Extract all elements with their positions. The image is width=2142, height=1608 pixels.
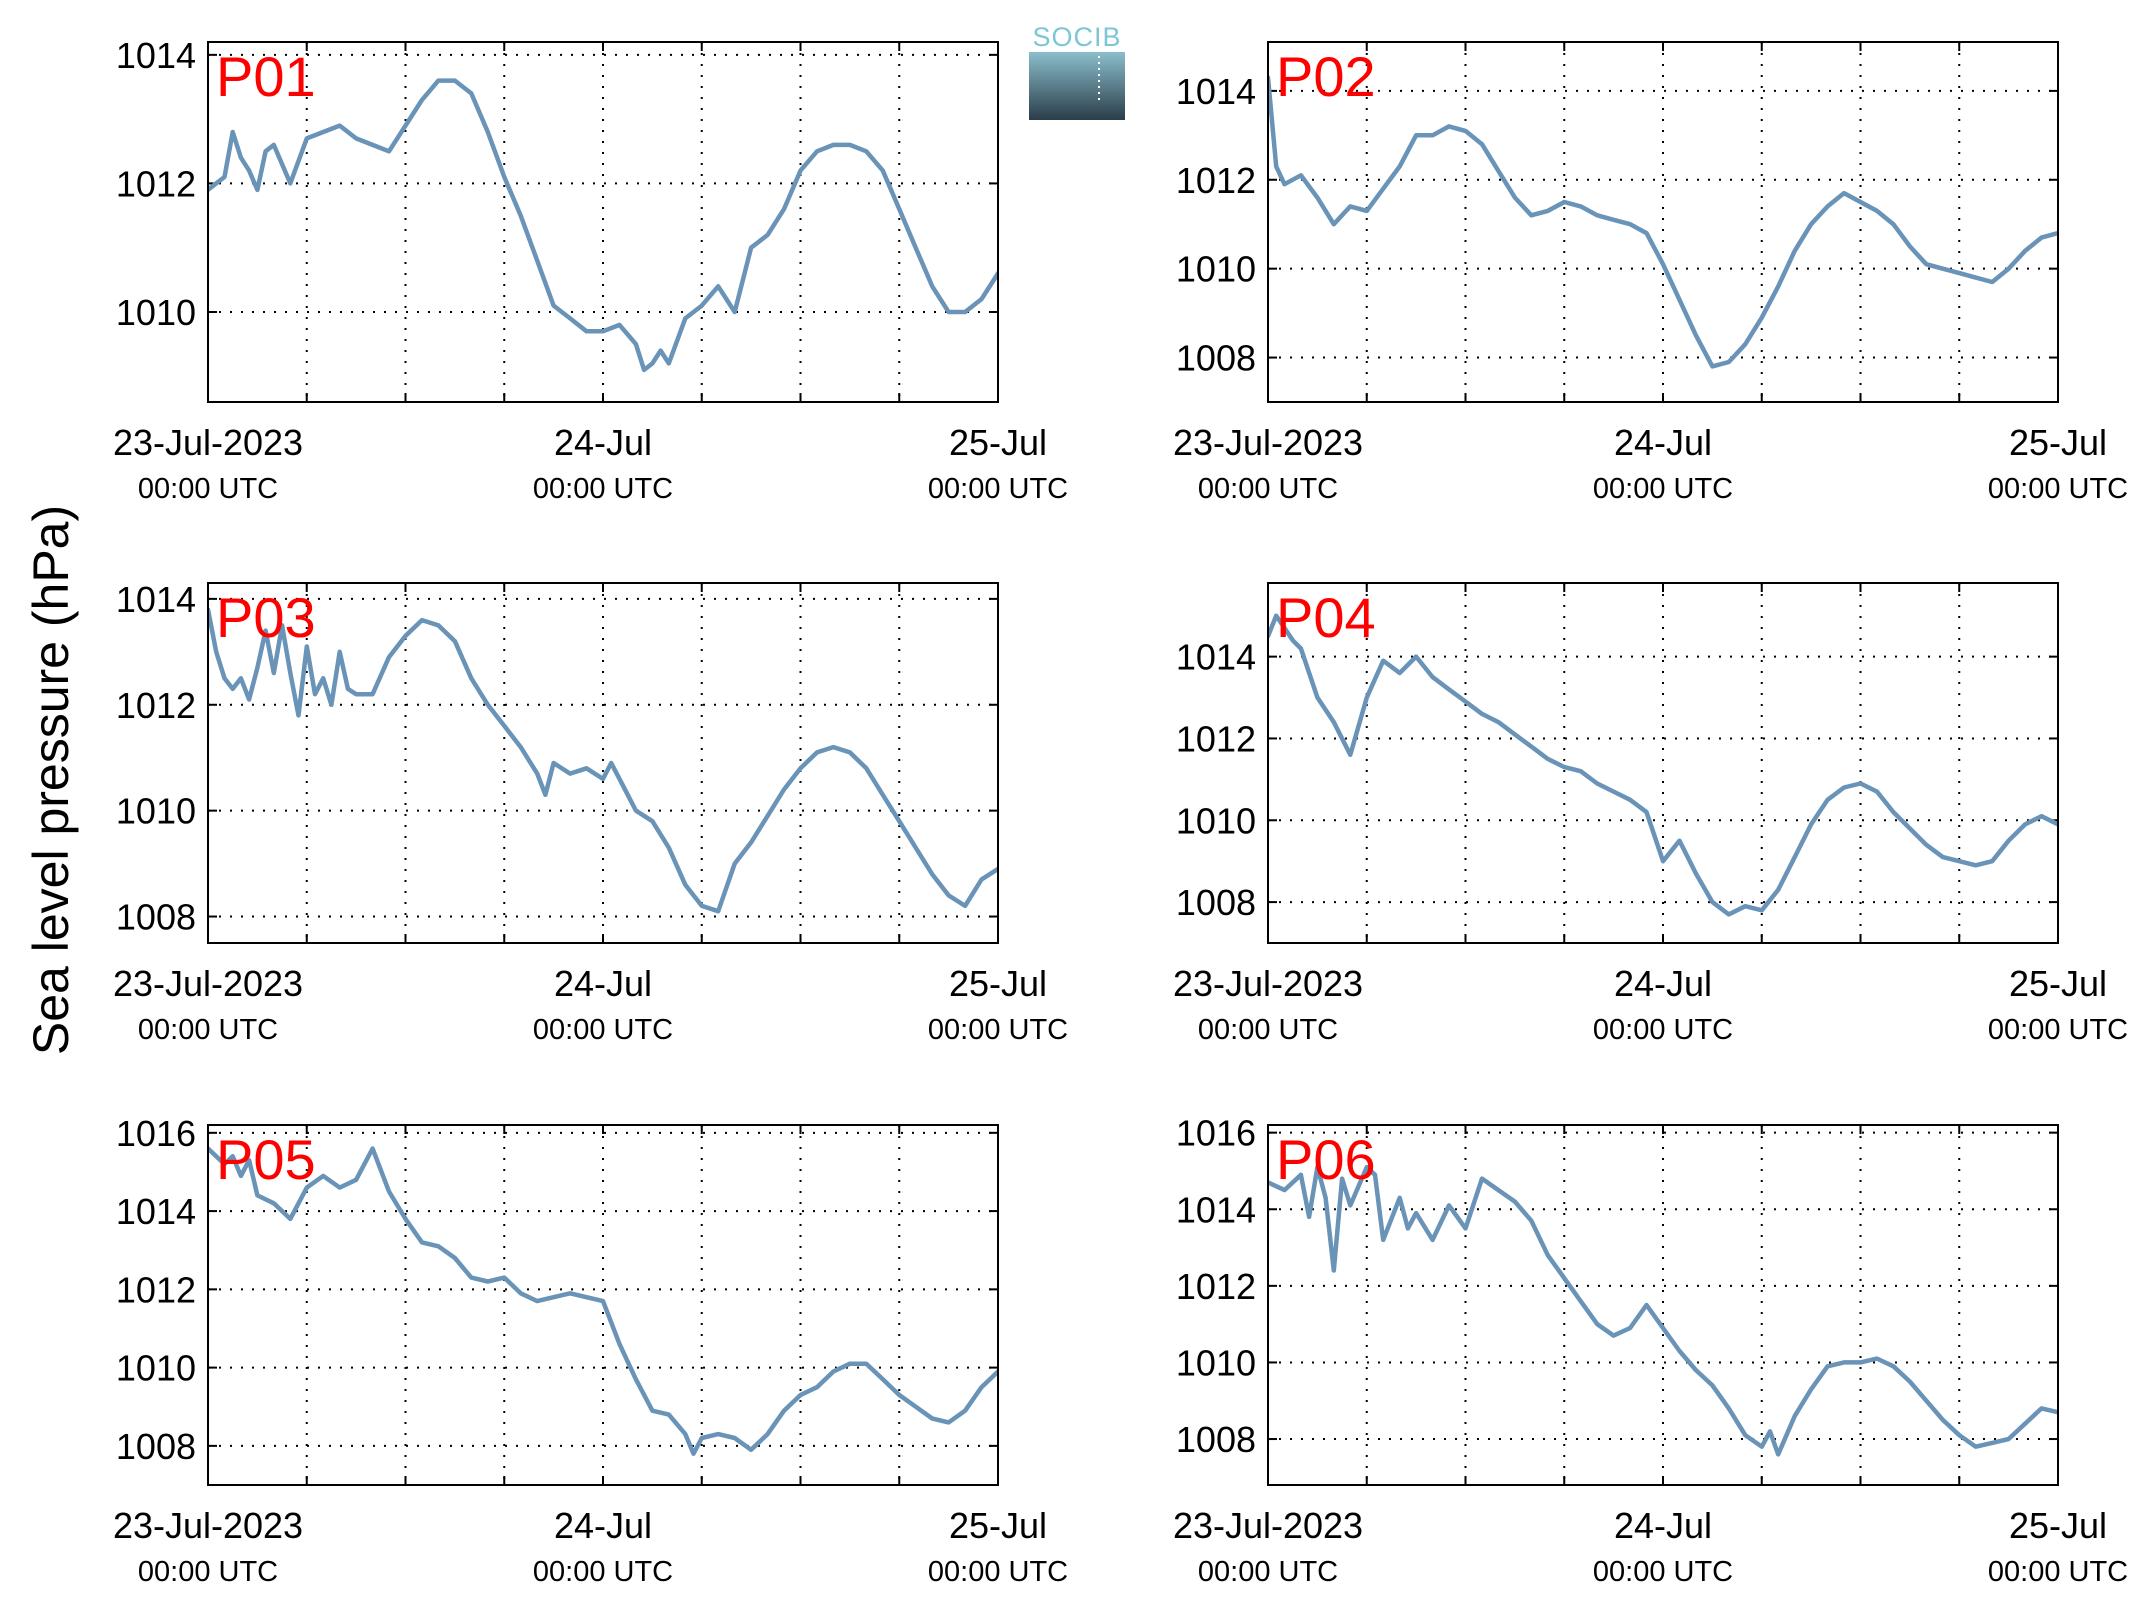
- x-tick-sublabel: 00:00 UTC: [533, 1014, 673, 1046]
- y-tick-label: 1008: [116, 1426, 196, 1467]
- y-tick-label: 1010: [1176, 249, 1256, 290]
- panel-p01: 1010 1012 1014 23-Jul-2023 00:00 UTC 24-Jul 00…: [113, 35, 1068, 505]
- panel-p05: 1008 1010 1012 1014 1016 23-Jul-2023 00:00 UTC…: [113, 1113, 1068, 1588]
- y-tick-label: 1014: [116, 35, 196, 76]
- panel-p03: 1008 1010 1012 1014 23-Jul-2023 00:00 UTC 24-J…: [113, 579, 1068, 1046]
- x-tick-label: 25-Jul: [2009, 963, 2107, 1004]
- series-line-p05: [208, 1146, 998, 1456]
- x-tick-sublabel: 00:00 UTC: [1593, 1556, 1733, 1588]
- y-tick-label: 1014: [1176, 71, 1256, 112]
- y-tick-label: 1008: [1176, 1419, 1256, 1460]
- y-tick-label: 1014: [1176, 1189, 1256, 1230]
- x-tick-sublabel: 00:00 UTC: [1593, 473, 1733, 505]
- y-tick-label: 1014: [1176, 637, 1256, 678]
- y-tick-label: 1016: [116, 1113, 196, 1154]
- x-tick-label: 25-Jul: [949, 1505, 1047, 1546]
- x-tick-label: 25-Jul: [2009, 422, 2107, 463]
- x-tick-sublabel: 00:00 UTC: [1198, 1556, 1338, 1588]
- y-tick-label: 1010: [116, 791, 196, 832]
- x-tick-label: 23-Jul-2023: [1173, 422, 1363, 463]
- panel-p02: 1008 1010 1012 1014 23-Jul-2023 00:00 UTC 24-J…: [1173, 41, 2128, 505]
- x-tick-label: 25-Jul: [949, 422, 1047, 463]
- panel-label-p02: P02: [1276, 45, 1376, 108]
- x-tick-label: 25-Jul: [2009, 1505, 2107, 1546]
- x-tick-sublabel: 00:00 UTC: [533, 1556, 673, 1588]
- x-tick-sublabel: 00:00 UTC: [928, 1556, 1068, 1588]
- y-tick-label: 1014: [116, 1191, 196, 1232]
- panel-label-p05: P05: [216, 1128, 316, 1191]
- x-tick-label: 24-Jul: [554, 1505, 652, 1546]
- series-line-p02: [1268, 75, 2058, 369]
- y-tick-label: 1010: [116, 1348, 196, 1389]
- y-tick-label: 1008: [116, 897, 196, 938]
- y-tick-label: 1010: [1176, 800, 1256, 841]
- x-tick-label: 24-Jul: [1614, 1505, 1712, 1546]
- panel-label-p06: P06: [1276, 1128, 1376, 1191]
- x-tick-sublabel: 00:00 UTC: [1593, 1014, 1733, 1046]
- y-tick-label: 1012: [116, 1269, 196, 1310]
- x-tick-label: 24-Jul: [1614, 963, 1712, 1004]
- x-tick-label: 23-Jul-2023: [113, 963, 303, 1004]
- x-tick-sublabel: 00:00 UTC: [1988, 1014, 2128, 1046]
- y-tick-label: 1012: [116, 685, 196, 726]
- y-tick-label: 1010: [1176, 1342, 1256, 1383]
- x-tick-label: 23-Jul-2023: [1173, 963, 1363, 1004]
- x-tick-sublabel: 00:00 UTC: [1988, 1556, 2128, 1588]
- x-tick-sublabel: 00:00 UTC: [138, 1556, 278, 1588]
- x-tick-sublabel: 00:00 UTC: [1198, 473, 1338, 505]
- x-tick-label: 25-Jul: [949, 963, 1047, 1004]
- y-tick-label: 1012: [1176, 718, 1256, 759]
- y-tick-label: 1008: [1176, 882, 1256, 923]
- x-tick-sublabel: 00:00 UTC: [138, 1014, 278, 1046]
- series-line-p06: [1268, 1164, 2058, 1457]
- series-line-p03: [208, 607, 998, 914]
- panel-label-p04: P04: [1276, 586, 1376, 649]
- socib-logo-text: SOCIB: [1032, 22, 1122, 52]
- y-tick-label: 1012: [1176, 1266, 1256, 1307]
- y-tick-label: 1008: [1176, 338, 1256, 379]
- x-tick-sublabel: 00:00 UTC: [1988, 473, 2128, 505]
- x-tick-label: 23-Jul-2023: [1173, 1505, 1363, 1546]
- x-tick-sublabel: 00:00 UTC: [928, 473, 1068, 505]
- socib-logo: SOCIB: [1027, 22, 1127, 122]
- x-tick-label: 24-Jul: [1614, 422, 1712, 463]
- panel-p04: 1008 1010 1012 1014 23-Jul-2023 00:00 UTC 24-J…: [1173, 582, 2128, 1046]
- y-tick-label: 1010: [116, 292, 196, 333]
- panel-p06: 1008 1010 1012 1014 1016 23-Jul-2023 00:00 UTC…: [1173, 1113, 2128, 1588]
- y-tick-label: 1012: [116, 163, 196, 204]
- y-tick-label: 1012: [1176, 160, 1256, 201]
- x-tick-label: 23-Jul-2023: [113, 422, 303, 463]
- panel-label-p01: P01: [216, 45, 316, 108]
- x-tick-label: 23-Jul-2023: [113, 1505, 303, 1546]
- y-axis-label: Sea level pressure (hPa): [23, 505, 79, 1055]
- x-tick-sublabel: 00:00 UTC: [138, 473, 278, 505]
- y-tick-label: 1014: [116, 579, 196, 620]
- series-line-p04: [1268, 613, 2058, 917]
- panels: 1010 1012 1014 23-Jul-2023 00:00 UTC 24-Jul 00…: [113, 35, 2128, 1588]
- y-tick-label: 1016: [1176, 1113, 1256, 1154]
- x-tick-sublabel: 00:00 UTC: [928, 1014, 1068, 1046]
- x-tick-label: 24-Jul: [554, 963, 652, 1004]
- series-line-p01: [208, 78, 998, 373]
- x-tick-sublabel: 00:00 UTC: [533, 473, 673, 505]
- x-tick-sublabel: 00:00 UTC: [1198, 1014, 1338, 1046]
- socib-logo-graphic: [1029, 52, 1125, 120]
- panel-label-p03: P03: [216, 586, 316, 649]
- x-tick-label: 24-Jul: [554, 422, 652, 463]
